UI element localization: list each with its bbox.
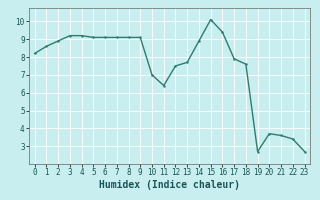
X-axis label: Humidex (Indice chaleur): Humidex (Indice chaleur): [99, 180, 240, 190]
